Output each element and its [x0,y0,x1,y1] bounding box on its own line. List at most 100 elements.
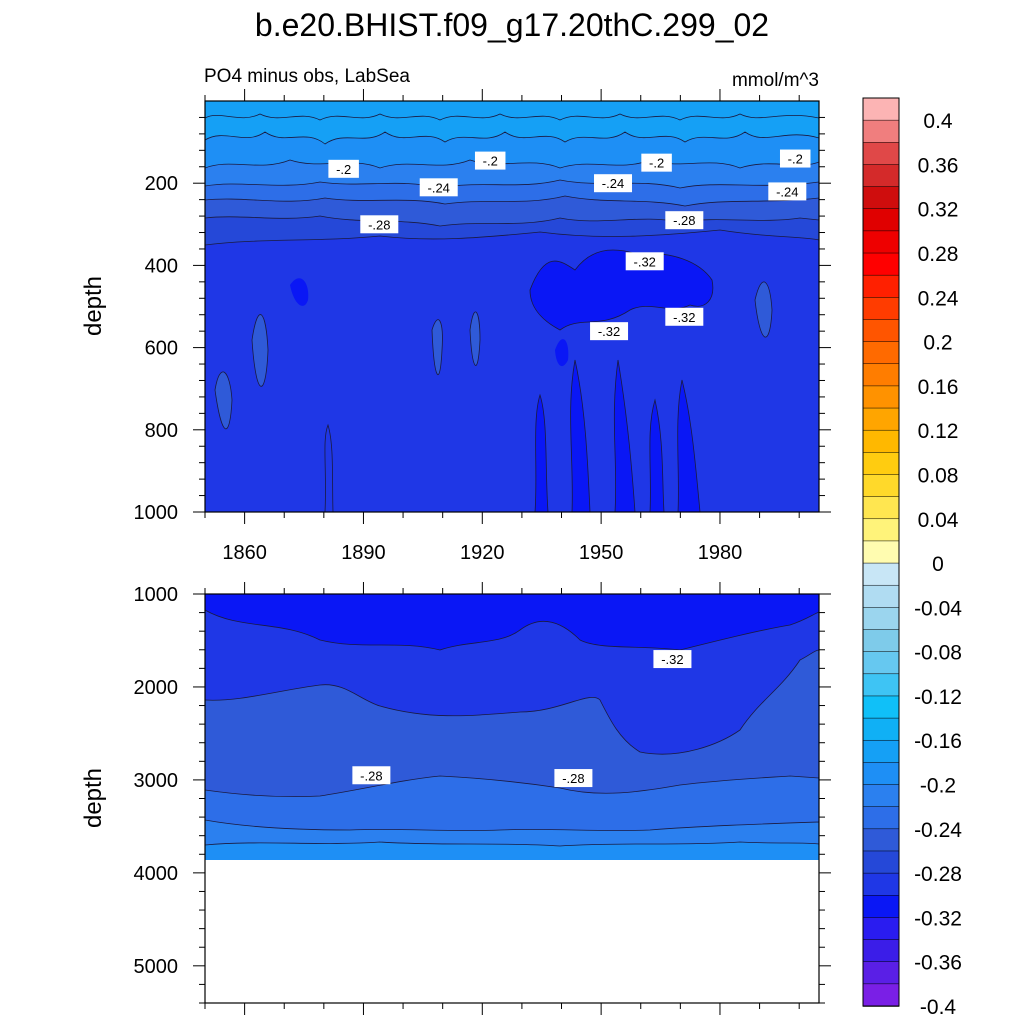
bottom-band-minus-020 [205,842,819,860]
contour-label: -.28 [352,766,391,785]
bottom-y-tick-label: 5000 [134,956,179,978]
colorbar-swatch [862,429,900,454]
contour-label-box [779,149,811,168]
contour-label-text: -.32 [673,310,695,325]
contour-label: -.24 [419,178,458,197]
colorbar-label: -0.08 [914,642,962,665]
colorbar-swatch [862,850,900,874]
contour-label-text: -.2 [336,162,351,177]
colorbar-swatch [862,164,900,188]
contour-label-box [474,151,506,170]
contour-label: -.28 [360,215,399,234]
colorbar-swatch [862,806,900,830]
colorbar-swatch [862,252,900,276]
colorbar-label: -0.28 [914,863,962,886]
colorbar-swatch [862,518,900,542]
top-contour-labels: -.2 -.2 -.2 -.2 -.24 -.24 -.24 -.28 -.28 -.32 -.32… [328,149,811,341]
contour-label-text: -.28 [562,771,584,786]
contour-label-text: -.2 [483,154,498,169]
top-x-tick-label: 1890 [341,542,386,564]
colorbar-swatch [862,629,900,653]
top-lighter-patches [215,281,772,429]
colorbar-swatch [862,474,900,498]
contour-label: -.28 [665,211,704,230]
bottom-deep-minimum [205,594,819,650]
bottom-y-tick-label: 3000 [134,770,179,792]
colorbar-label: 0 [932,553,944,576]
contour-label-text: -.28 [368,217,390,232]
top-band-minus-018 [205,101,819,144]
top-y-tick-label: 600 [145,338,178,360]
colorbar-swatch [862,186,900,210]
colorbar-swatch [862,673,900,697]
colorbar-label: -0.04 [914,597,962,620]
colorbar-swatch [862,97,900,121]
contour-label: -.24 [594,174,633,193]
colorbar-swatch [862,452,900,476]
contour-label: -.2 [328,159,359,178]
top-x-tick-label: 1920 [460,542,505,564]
contour-label-text: -.24 [428,180,450,195]
top-y-tick-label: 400 [145,255,178,277]
colorbar-swatch [862,651,900,675]
contour-label: -.2 [779,149,811,168]
subtitle-right: mmol/m^3 [732,70,819,91]
colorbar: 0.4 0.36 0.32 0.28 0.24 0.2 0.16 0.12 0.08 0.04 0 -… [862,97,962,1019]
contour-label: -.32 [665,307,704,326]
colorbar-label: 0.04 [918,509,959,532]
colorbar-label: 0.4 [923,110,953,133]
contour-label-box [352,766,391,785]
contour-label-box [590,322,629,341]
contour-label-box [625,252,664,271]
colorbar-swatch [862,584,900,609]
colorbar-swatch [862,540,900,564]
colorbar-label: 0.32 [918,199,959,222]
contour-label: -.32 [653,650,692,669]
top-plot-frame [204,100,820,513]
colorbar-swatch [862,496,900,520]
colorbar-swatch [862,208,900,232]
colorbar-label: -0.4 [920,996,957,1019]
colorbar-swatch [862,784,900,808]
top-x-tick-label: 1950 [579,542,624,564]
contour-label-box [768,182,807,201]
top-y-axis-label: depth [80,276,107,336]
bottom-y-tick-label: 4000 [134,863,179,885]
colorbar-swatch [862,341,900,365]
contour-label-text: -.32 [634,254,656,269]
contour-label-text: -.24 [602,176,624,191]
top-axis-ticks: 1860 1890 1920 1950 1980 200 400 600 800 1000 [134,89,831,564]
colorbar-swatch [862,828,900,852]
colorbar-label: 0.24 [918,287,959,310]
bottom-axis-ticks: 1000 2000 3000 4000 5000 [134,582,831,1015]
colorbar-label: -0.36 [914,952,962,975]
colorbar-label: 0.2 [923,332,952,355]
bottom-y-tick-label: 2000 [134,677,179,699]
bottom-contour-labels: -.32 -.28 -.28 [352,650,692,788]
top-x-tick-label: 1860 [222,542,267,564]
contour-label-text: -.28 [673,213,695,228]
colorbar-label: 0.28 [918,243,959,266]
contour-label-text: -.2 [788,152,803,167]
bottom-y-tick-label: 1000 [134,584,179,606]
colorbar-swatch [862,917,900,941]
top-x-tick-label: 1980 [698,542,743,564]
colorbar-swatch [862,739,900,764]
contour-label-text: -.2 [649,156,664,171]
contour-label-text: -.32 [661,652,683,667]
colorbar-swatch [862,695,900,719]
colorbar-swatch [862,230,900,254]
bottom-panel: 1000 2000 3000 4000 5000 depth -.32 -.28 -.28 [80,582,831,1015]
bottom-contour-lines [205,609,819,847]
colorbar-swatch [862,762,900,786]
colorbar-swatch [862,939,900,963]
figure-title: b.e20.BHIST.f09_g17.20thC.299_02 [255,7,769,43]
colorbar-swatch [862,385,900,409]
top-y-tick-label: 800 [145,420,178,442]
colorbar-label: 0.36 [918,154,959,177]
subtitle-left: PO4 minus obs, LabSea [204,66,410,87]
colorbar-label: 0.08 [918,464,959,487]
top-y-tick-label: 1000 [134,502,179,524]
colorbar-swatch [862,274,900,299]
